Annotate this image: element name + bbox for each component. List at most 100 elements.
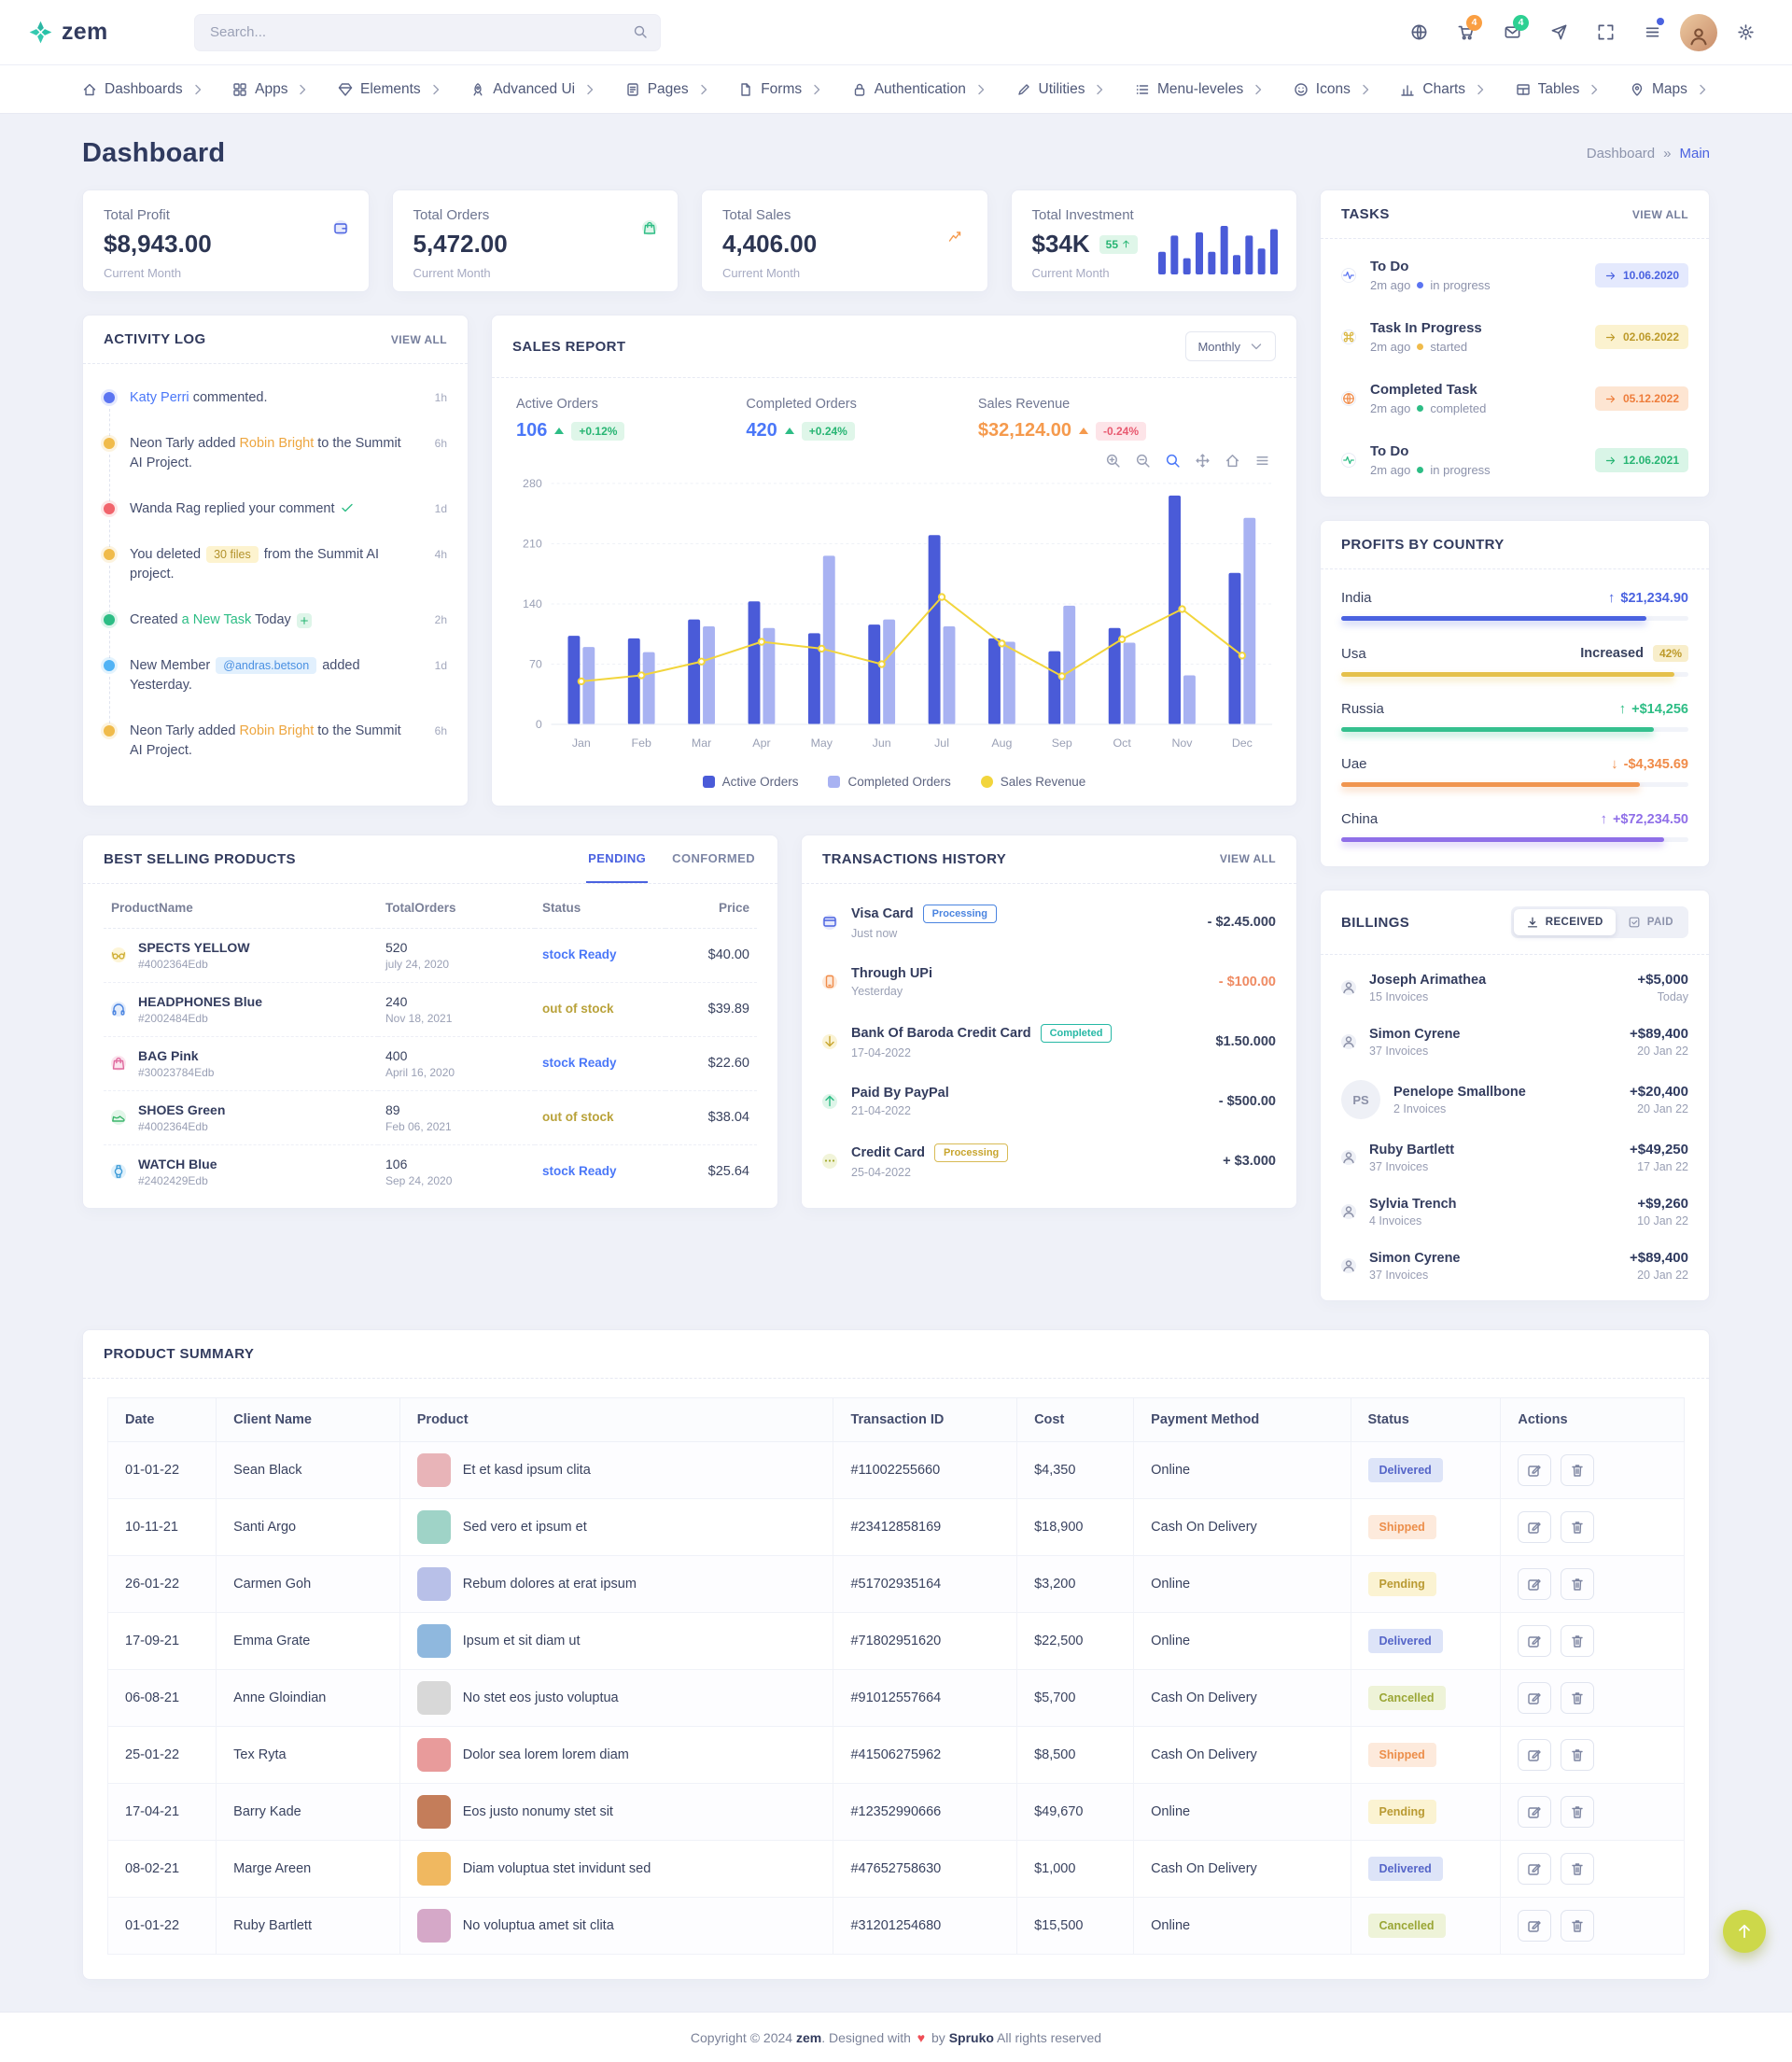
cell-transaction-id: #47652758630 [833,1841,1017,1898]
stat-value: $8,943.00 [104,230,348,259]
svg-text:Aug: Aug [991,736,1012,750]
nav-item[interactable]: Icons [1294,81,1373,98]
share-button[interactable] [1540,14,1577,51]
product-image [417,1795,451,1829]
legend-active-orders[interactable]: Active Orders [703,775,799,789]
delete-button[interactable] [1561,1853,1594,1885]
chevron-right-icon [295,82,310,97]
nav-item-icon [1400,82,1415,97]
legend-sales-revenue[interactable]: Sales Revenue [981,775,1086,789]
chart-selection-zoom-button[interactable] [1165,453,1181,469]
activity-text: Neon Tarly added Robin Bright to the Sum… [130,434,420,473]
svg-text:Jan: Jan [572,736,591,750]
chevron-right-icon [190,82,205,97]
brand-logo[interactable]: zem [28,19,166,46]
delete-button[interactable] [1561,1568,1594,1600]
nav-item-label: Tables [1538,81,1580,98]
nav-item[interactable]: Elements [338,81,443,98]
status-badge: Delivered [1368,1857,1443,1881]
fullscreen-button[interactable] [1587,14,1624,51]
tasks-view-all-link[interactable]: VIEW ALL [1632,208,1688,221]
delete-button[interactable] [1561,1511,1594,1543]
delete-button[interactable] [1561,1682,1594,1714]
nav-item[interactable]: Dashboards [82,81,205,98]
edit-button[interactable] [1518,1454,1551,1486]
messages-button[interactable]: 4 [1493,14,1531,51]
tab-pending[interactable]: PENDING [586,851,648,883]
nav-item[interactable]: Utilities [1016,81,1108,98]
task-date-badge[interactable]: 10.06.2020 [1595,263,1688,288]
edit-button[interactable] [1518,1625,1551,1657]
billing-name: Penelope Smallbone [1393,1085,1617,1100]
product-image [417,1738,451,1772]
nav-item-label: Utilities [1039,81,1085,98]
nav-item-icon [338,82,353,97]
nav-item[interactable]: Forms [738,81,824,98]
chart-zoom-in-button[interactable] [1105,453,1121,469]
billing-item: Simon Cyrene 37 Invoices +$89,400 20 Jan… [1341,1015,1688,1069]
language-button[interactable] [1400,14,1437,51]
nav-item[interactable]: Pages [625,81,711,98]
edit-button[interactable] [1518,1739,1551,1771]
nav-item[interactable]: Tables [1516,81,1603,98]
activity-view-all-link[interactable]: VIEW ALL [391,333,447,346]
summary-row: 01-01-22 Ruby Bartlett No voluptua amet … [108,1898,1685,1955]
chart-zoom-out-button[interactable] [1135,453,1151,469]
delete-button[interactable] [1561,1910,1594,1942]
nav-item[interactable]: Authentication [852,81,988,98]
search-input[interactable] [194,14,661,51]
chart-menu-button[interactable] [1254,453,1270,469]
footer-vendor-link[interactable]: Spruko [949,2030,994,2045]
task-date-badge[interactable]: 12.06.2021 [1595,448,1688,472]
delete-button[interactable] [1561,1625,1594,1657]
product-name: SHOES Green [138,1102,225,1117]
paid-toggle[interactable]: PAID [1616,909,1686,935]
delete-button[interactable] [1561,1454,1594,1486]
edit-button[interactable] [1518,1682,1551,1714]
notifications-button[interactable] [1633,14,1671,51]
transactions-list: Visa Card Processing Just now - $2.45.00… [802,884,1296,1198]
period-select[interactable]: Monthly [1185,331,1276,361]
edit-button[interactable] [1518,1568,1551,1600]
edit-button[interactable] [1518,1511,1551,1543]
cell-product: Rebum dolores at erat ipsum [463,1577,637,1592]
cell-payment-method: Cash On Delivery [1134,1670,1351,1727]
settings-button[interactable] [1727,14,1764,51]
task-date-badge[interactable]: 05.12.2022 [1595,386,1688,411]
svg-text:70: 70 [529,657,542,670]
delete-button[interactable] [1561,1739,1594,1771]
legend-swatch [981,776,993,788]
nav-item[interactable]: Apps [232,81,310,98]
edit-button[interactable] [1518,1796,1551,1828]
tab-conformed[interactable]: CONFORMED [670,851,757,883]
legend-completed-orders[interactable]: Completed Orders [828,775,950,789]
transactions-view-all-link[interactable]: VIEW ALL [1220,852,1276,865]
product-thumbnail-icon [111,947,126,962]
nav-item[interactable]: Menu-leveles [1135,81,1266,98]
breadcrumb-parent[interactable]: Dashboard [1587,146,1655,161]
chart-pan-button[interactable] [1195,453,1211,469]
cart-button[interactable]: 4 [1447,14,1484,51]
received-toggle[interactable]: RECEIVED [1514,909,1616,935]
delete-button[interactable] [1561,1796,1594,1828]
task-date-badge[interactable]: 02.06.2022 [1595,325,1688,349]
user-icon [1687,25,1710,48]
edit-button[interactable] [1518,1910,1551,1942]
transaction-time: 25-04-2022 [851,1166,1209,1179]
nav-item[interactable]: Maps [1630,81,1710,98]
svg-text:Apr: Apr [752,736,770,750]
column-header: Status [1351,1398,1501,1442]
country-name: Uae [1341,756,1367,772]
nav-item[interactable]: Advanced Ui [470,81,597,98]
edit-button[interactable] [1518,1853,1551,1885]
scroll-to-top-button[interactable] [1723,1910,1766,1953]
column-header: Price [665,888,757,929]
chart-reset-button[interactable] [1225,453,1240,469]
billing-item: Sylvia Trench 4 Invoices +$9,260 10 Jan … [1341,1185,1688,1239]
nav-item[interactable]: Charts [1400,81,1488,98]
country-name: India [1341,590,1372,606]
avatar[interactable] [1680,14,1717,51]
edit-icon [1527,1804,1542,1819]
